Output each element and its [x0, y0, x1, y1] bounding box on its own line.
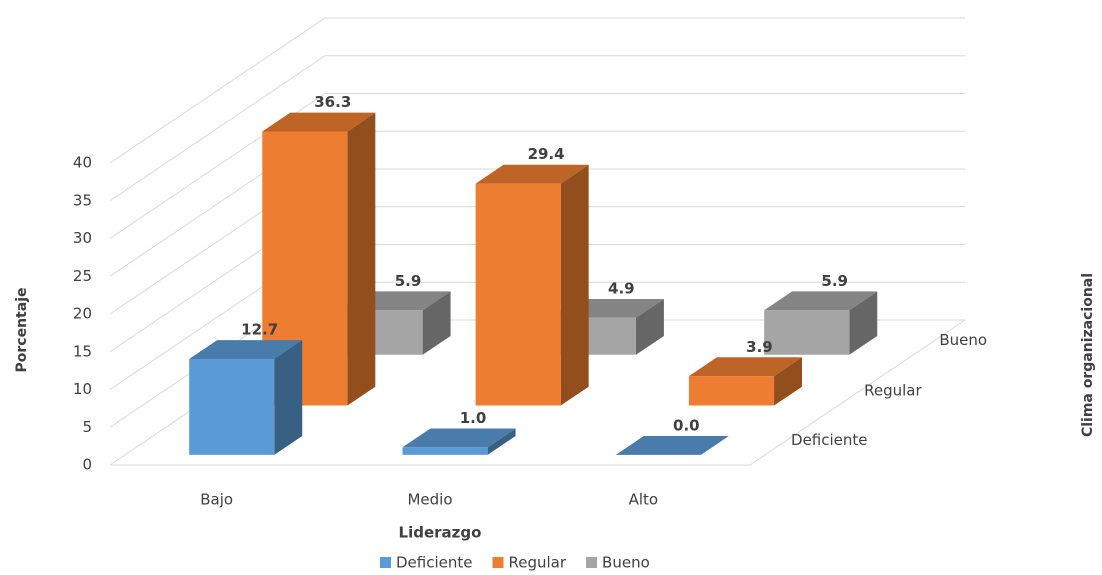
bar	[402, 428, 516, 455]
legend-label: Deficiente	[396, 554, 473, 572]
depth-tick-label: Regular	[864, 382, 922, 400]
bar	[262, 112, 376, 406]
data-label: 3.9	[746, 338, 773, 356]
y-tick-label: 35	[73, 191, 92, 209]
legend-swatch	[492, 557, 504, 568]
bar	[475, 164, 589, 406]
bar	[189, 340, 303, 455]
bar-front	[688, 376, 775, 406]
y-tick-label: 30	[73, 229, 92, 247]
grid-line	[109, 17, 965, 164]
bar-side	[274, 340, 303, 455]
legend-swatch	[380, 557, 391, 568]
bar-side	[422, 291, 451, 355]
x-tick-label: Alto	[629, 491, 659, 509]
bar-front	[262, 131, 348, 406]
data-label: 5.9	[821, 272, 848, 290]
bar	[615, 436, 729, 455]
bar	[688, 357, 802, 406]
bar-front	[189, 358, 275, 455]
bar-front	[764, 310, 850, 355]
data-label: 29.4	[528, 145, 565, 163]
depth-tick-label: Deficiente	[791, 431, 868, 449]
grid-line	[109, 93, 965, 239]
bar-front	[402, 447, 488, 455]
y-axis-title: Porcentaje	[14, 288, 30, 373]
y-tick-label: 5	[82, 418, 92, 436]
data-label: 12.7	[241, 321, 278, 339]
bar-side	[635, 298, 664, 355]
grid-line	[109, 55, 965, 202]
bar-top	[262, 112, 376, 132]
data-label: 5.9	[395, 272, 422, 290]
bar-top	[189, 340, 303, 359]
legend-label: Bueno	[602, 554, 650, 572]
bar-side	[774, 357, 802, 406]
depth-axis-title: Clima organizacional	[1080, 273, 1096, 437]
legend-swatch	[586, 557, 598, 568]
floor-edge	[110, 319, 966, 466]
bar-top	[475, 164, 589, 184]
depth-tick-label: Bueno	[939, 331, 987, 349]
bar-side	[487, 428, 516, 455]
y-tick-label: 0	[82, 456, 92, 474]
y-tick-label: 20	[73, 305, 92, 323]
x-tick-label: Bajo	[200, 491, 233, 509]
bar-side	[560, 164, 589, 406]
data-label: 36.3	[314, 93, 351, 111]
bar-side	[849, 291, 878, 355]
bar	[764, 291, 878, 355]
legend-label: Regular	[509, 554, 567, 572]
y-tick-label: 25	[73, 267, 92, 285]
bar-front	[475, 183, 561, 406]
bar-side	[347, 112, 376, 406]
y-tick-label: 10	[73, 380, 92, 398]
data-label: 0.0	[673, 417, 700, 435]
bar-top	[615, 436, 729, 455]
y-tick-label: 40	[73, 154, 92, 172]
bar-top	[402, 428, 516, 448]
bar-top	[764, 291, 878, 311]
x-axis-title: Liderazgo	[399, 524, 482, 542]
y-tick-label: 15	[73, 342, 92, 360]
bar-top	[688, 357, 802, 377]
data-label: 1.0	[460, 409, 487, 427]
x-tick-label: Medio	[407, 491, 452, 509]
data-label: 4.9	[608, 279, 635, 297]
